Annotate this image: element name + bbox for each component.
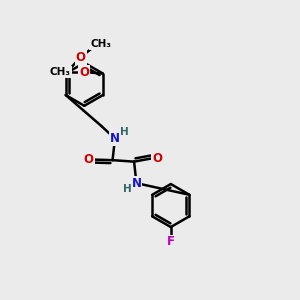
Text: O: O [80,66,89,79]
Text: F: F [167,236,175,248]
Text: N: N [110,132,120,145]
Text: CH₃: CH₃ [50,67,71,77]
Text: O: O [76,51,85,64]
Text: O: O [152,152,162,165]
Text: H: H [120,127,129,137]
Text: N: N [131,177,142,190]
Text: CH₃: CH₃ [90,39,111,49]
Text: H: H [122,184,131,194]
Text: O: O [84,153,94,166]
